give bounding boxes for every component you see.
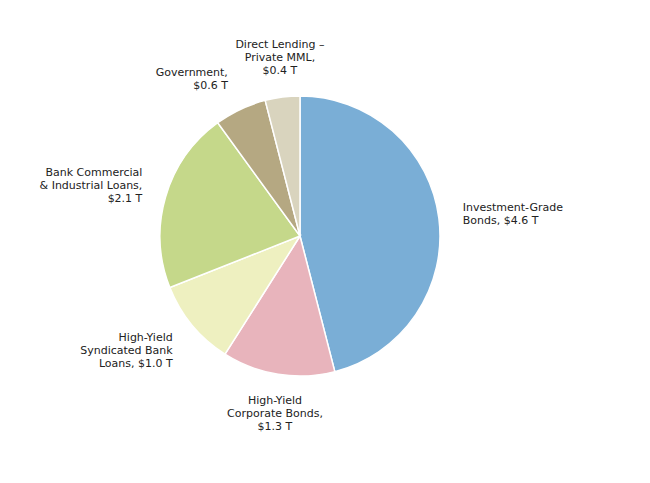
slice-label-line: $0.6 T <box>193 79 228 92</box>
slice-label: Investment-GradeBonds, $4.6 T <box>463 201 563 227</box>
slice-label-line: Private MML, <box>245 51 315 64</box>
slice-label: Direct Lending –Private MML,$0.4 T <box>235 38 324 77</box>
chart-container: Investment-GradeBonds, $4.6 THigh-YieldC… <box>0 0 650 483</box>
slice-label: Government,$0.6 T <box>156 66 228 92</box>
slice-label: High-YieldCorporate Bonds,$1.3 T <box>227 394 323 433</box>
slices <box>160 96 440 376</box>
labels: Investment-GradeBonds, $4.6 THigh-YieldC… <box>40 38 564 432</box>
chart-svg: Investment-GradeBonds, $4.6 THigh-YieldC… <box>0 0 650 483</box>
slice-label-line: High-Yield <box>248 394 302 407</box>
slice-label-line: Investment-Grade <box>463 201 563 214</box>
slice-label-line: $2.1 T <box>108 192 143 205</box>
slice-label-line: High-Yield <box>119 331 173 344</box>
slice-label-line: $0.4 T <box>263 64 298 77</box>
slice-label-line: $1.3 T <box>258 420 293 433</box>
slice-label: Bank Commercial& Industrial Loans,$2.1 T <box>40 166 143 205</box>
slice-label-line: & Industrial Loans, <box>40 179 143 192</box>
slice-label-line: Government, <box>156 66 228 79</box>
slice-label-line: Corporate Bonds, <box>227 407 323 420</box>
slice-label-line: Bonds, $4.6 T <box>463 214 539 227</box>
slice-label: High-YieldSyndicated BankLoans, $1.0 T <box>80 331 173 370</box>
slice-label-line: Direct Lending – <box>235 38 324 51</box>
slice-label-line: Loans, $1.0 T <box>99 357 173 370</box>
slice-label-line: Bank Commercial <box>45 166 142 179</box>
slice-label-line: Syndicated Bank <box>80 344 173 357</box>
pie-slice <box>265 96 300 236</box>
